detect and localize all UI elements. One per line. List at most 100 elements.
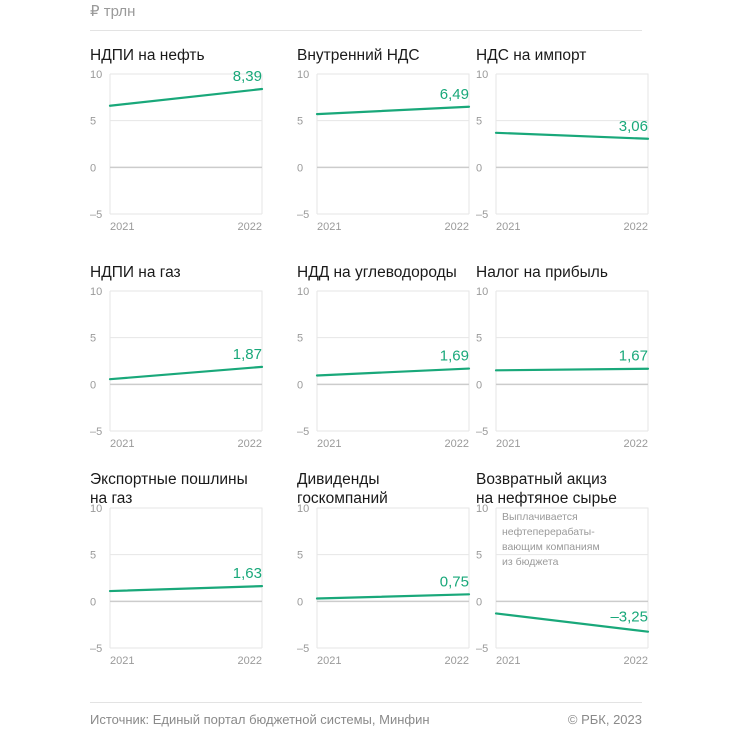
x-tick-label: 2022 <box>445 221 469 233</box>
x-tick-label: 2021 <box>110 438 134 450</box>
series-line <box>494 367 650 372</box>
y-tick-label: 10 <box>297 69 309 81</box>
chart-note: нефтеперерабаты- <box>502 526 595 538</box>
x-tick-label: 2022 <box>238 221 262 233</box>
chart-title: НДПИ на нефть <box>90 47 205 64</box>
y-tick-label: 10 <box>476 286 488 298</box>
unit-label: ₽ трлн <box>90 3 136 20</box>
data-label: 8,39 <box>233 68 262 85</box>
x-tick-label: 2021 <box>110 221 134 233</box>
series-line <box>315 593 471 600</box>
x-tick-label: 2021 <box>317 655 341 667</box>
y-tick-label: –5 <box>476 209 488 221</box>
x-tick-label: 2022 <box>624 438 648 450</box>
x-tick-label: 2022 <box>445 655 469 667</box>
y-tick-label: 5 <box>90 550 96 562</box>
chart-title: госкомпаний <box>297 490 388 507</box>
y-tick-label: 0 <box>476 162 482 174</box>
chart-panel: Возвратный акциз на нефтяное сырье 10 5 0 –5 2… <box>476 471 650 673</box>
line-chart: 10 5 0 –5 2021 2022 1,67 <box>476 286 650 450</box>
line-chart: 10 5 0 –5 2021 2022 6,49 <box>297 69 471 233</box>
x-tick-label: 2021 <box>110 655 134 667</box>
line-chart: 10 5 0 –5 2021 2022 1,63 <box>90 503 264 667</box>
chart-panel: Внутренний НДС 10 5 0 –5 2021 2022 6,49 <box>297 44 471 239</box>
y-tick-label: 10 <box>297 286 309 298</box>
y-tick-label: –5 <box>476 643 488 655</box>
y-tick-label: –5 <box>476 426 488 438</box>
y-tick-label: 10 <box>297 503 309 515</box>
y-tick-label: 0 <box>90 596 96 608</box>
y-tick-label: 5 <box>297 333 303 345</box>
series-line <box>494 612 650 633</box>
chart-title: Дивиденды <box>297 471 380 488</box>
source-note: Источник: Единый портал бюджетной систем… <box>90 712 430 727</box>
plot-frame <box>495 73 649 214</box>
x-tick-label: 2021 <box>496 438 520 450</box>
chart-title: НДС на импорт <box>476 47 587 64</box>
chart-panel: НДПИ на нефть 10 5 0 –5 2021 2022 8,39 <box>90 44 264 239</box>
y-tick-label: 5 <box>476 333 482 345</box>
y-tick-label: 10 <box>476 69 488 81</box>
y-tick-label: 0 <box>90 162 96 174</box>
data-label: 1,67 <box>619 348 648 365</box>
y-tick-label: 5 <box>476 116 482 128</box>
chart-title: Возвратный акциз <box>476 471 607 488</box>
chart-note: Выплачивается <box>502 511 578 523</box>
series-line <box>315 105 471 116</box>
chart-panel: НДД на углеводороды 10 5 0 –5 2021 2022 1,69 <box>297 261 471 456</box>
chart-panel: Дивиденды госкомпаний 10 5 0 –5 2021 2022 0,75 <box>297 471 471 673</box>
x-tick-label: 2022 <box>238 655 262 667</box>
x-tick-label: 2021 <box>496 221 520 233</box>
x-tick-label: 2021 <box>317 438 341 450</box>
top-divider <box>90 30 642 31</box>
y-tick-label: 0 <box>476 596 482 608</box>
copyright: © РБК, 2023 <box>567 712 642 727</box>
series-line <box>315 367 471 377</box>
x-tick-label: 2022 <box>445 438 469 450</box>
chart-title: Налог на прибыль <box>476 264 608 281</box>
y-tick-label: 0 <box>297 162 303 174</box>
data-label: 1,63 <box>233 565 262 582</box>
y-tick-label: 10 <box>90 286 102 298</box>
y-tick-label: 10 <box>90 503 102 515</box>
data-label: 6,49 <box>440 86 469 103</box>
line-chart: 10 5 0 –5 2021 2022 8,39 <box>90 68 264 233</box>
bottom-divider <box>90 702 642 703</box>
x-tick-label: 2022 <box>624 655 648 667</box>
y-tick-label: 5 <box>476 550 482 562</box>
data-label: 0,75 <box>440 573 469 590</box>
line-chart: 10 5 0 –5 2021 2022 1,69 <box>297 286 471 450</box>
data-label: 1,87 <box>233 346 262 363</box>
chart-title: НДПИ на газ <box>90 264 181 281</box>
y-tick-label: –5 <box>90 209 102 221</box>
plot-frame <box>109 73 263 214</box>
series-line <box>108 87 264 107</box>
line-chart: 10 5 0 –5 2021 2022 1,87 <box>90 286 264 450</box>
y-tick-label: 10 <box>90 69 102 81</box>
y-tick-label: 0 <box>297 596 303 608</box>
y-tick-label: 5 <box>297 116 303 128</box>
x-tick-label: 2022 <box>238 438 262 450</box>
chart-title: Внутренний НДС <box>297 47 420 64</box>
x-tick-label: 2021 <box>496 655 520 667</box>
y-tick-label: 5 <box>90 333 96 345</box>
chart-panel: НДС на импорт 10 5 0 –5 2021 2022 3,06 <box>476 44 650 239</box>
series-line <box>108 365 264 381</box>
chart-title: на газ <box>90 490 133 507</box>
y-tick-label: –5 <box>90 643 102 655</box>
series-line <box>108 585 264 593</box>
y-tick-label: –5 <box>297 209 309 221</box>
x-tick-label: 2022 <box>624 221 648 233</box>
y-tick-label: 0 <box>476 379 482 391</box>
chart-title: НДД на углеводороды <box>297 264 457 281</box>
line-chart: 10 5 0 –5 2021 2022 3,06 <box>476 69 650 233</box>
y-tick-label: 5 <box>90 116 96 128</box>
line-chart: 10 5 0 –5 2021 2022 0,75 <box>297 503 471 667</box>
data-label: –3,25 <box>610 609 648 626</box>
y-tick-label: 5 <box>297 550 303 562</box>
y-tick-label: 10 <box>476 503 488 515</box>
y-tick-label: –5 <box>297 643 309 655</box>
chart-note: вающим компаниям <box>502 541 600 553</box>
line-chart: 10 5 0 –5 2021 2022 Выплачивается нефтеперераба… <box>476 503 650 667</box>
series-line <box>494 131 650 140</box>
